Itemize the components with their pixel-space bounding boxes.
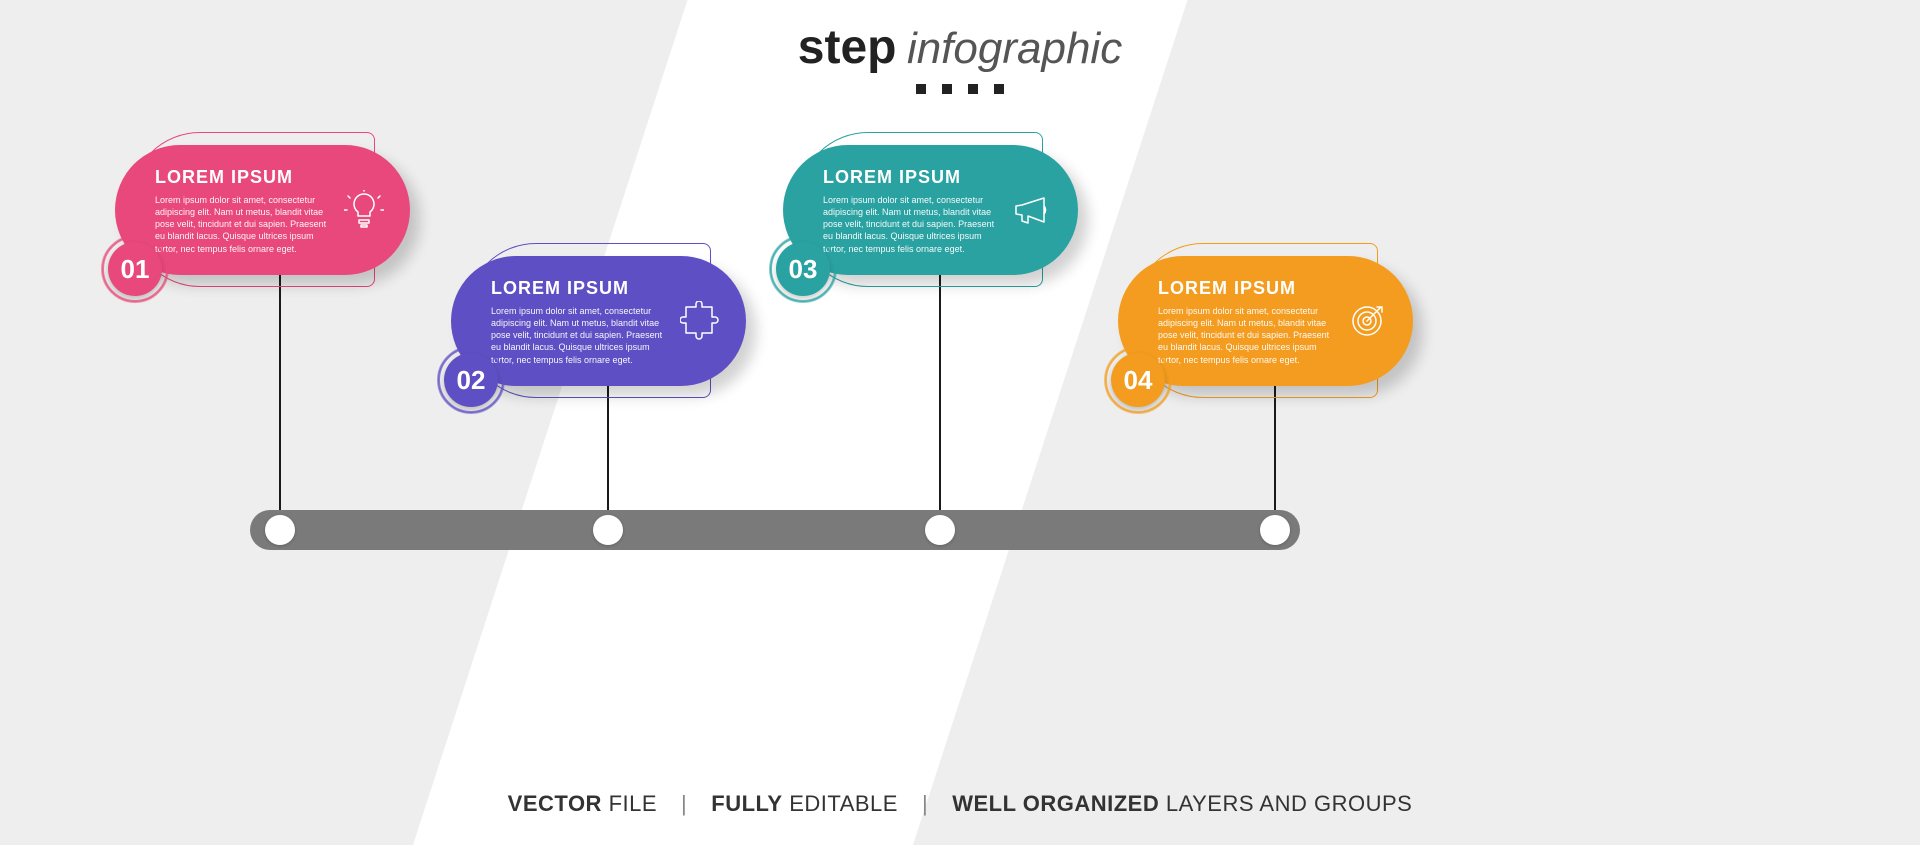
step-title: LOREM IPSUM <box>823 167 998 188</box>
megaphone-icon <box>1012 190 1052 230</box>
step-title: LOREM IPSUM <box>155 167 330 188</box>
step-number-badge: 03 <box>776 242 830 296</box>
header-dot <box>916 84 926 94</box>
title-italic: infographic <box>907 24 1122 73</box>
footer-rest: EDITABLE <box>783 791 898 816</box>
diagonal-stripe <box>0 0 1920 845</box>
footer-bold: VECTOR <box>508 791 602 816</box>
step-title: LOREM IPSUM <box>1158 278 1333 299</box>
title-bold: step <box>798 21 897 74</box>
footer-rest: FILE <box>602 791 657 816</box>
connector-line <box>1274 386 1276 510</box>
connector-line <box>279 275 281 510</box>
connector-line <box>939 275 941 510</box>
footer-separator: | <box>681 791 687 816</box>
header-dot <box>968 84 978 94</box>
footer-bold: WELL ORGANIZED <box>952 791 1159 816</box>
step-number-badge: 01 <box>108 242 162 296</box>
step-body: Lorem ipsum dolor sit amet, consectetur … <box>491 305 666 366</box>
header-dots <box>0 81 1920 99</box>
timeline-dot <box>925 515 955 545</box>
step-number-badge: 02 <box>444 353 498 407</box>
timeline-dot <box>1260 515 1290 545</box>
target-icon <box>1347 301 1387 341</box>
footer-bold: FULLY <box>711 791 782 816</box>
timeline-dot <box>265 515 295 545</box>
lightbulb-icon <box>344 190 384 230</box>
badge-ring <box>437 346 505 414</box>
puzzle-icon <box>680 301 720 341</box>
footer-separator: | <box>922 791 928 816</box>
header-dot <box>994 84 1004 94</box>
connector-line <box>607 386 609 510</box>
timeline-bar <box>250 510 1300 550</box>
infographic-canvas: step infographic LOREM IPSUM Lorem ipsum … <box>0 0 1920 845</box>
badge-ring <box>769 235 837 303</box>
step-body: Lorem ipsum dolor sit amet, consectetur … <box>823 194 998 255</box>
step-body: Lorem ipsum dolor sit amet, consectetur … <box>1158 305 1333 366</box>
header-dot <box>942 84 952 94</box>
step-body: Lorem ipsum dolor sit amet, consectetur … <box>155 194 330 255</box>
footer-rest: LAYERS AND GROUPS <box>1159 791 1412 816</box>
header: step infographic <box>0 20 1920 99</box>
badge-ring <box>1104 346 1172 414</box>
footer: VECTOR FILE | FULLY EDITABLE | WELL ORGANIZE… <box>0 791 1920 817</box>
badge-ring <box>101 235 169 303</box>
step-title: LOREM IPSUM <box>491 278 666 299</box>
step-number-badge: 04 <box>1111 353 1165 407</box>
timeline-dot <box>593 515 623 545</box>
